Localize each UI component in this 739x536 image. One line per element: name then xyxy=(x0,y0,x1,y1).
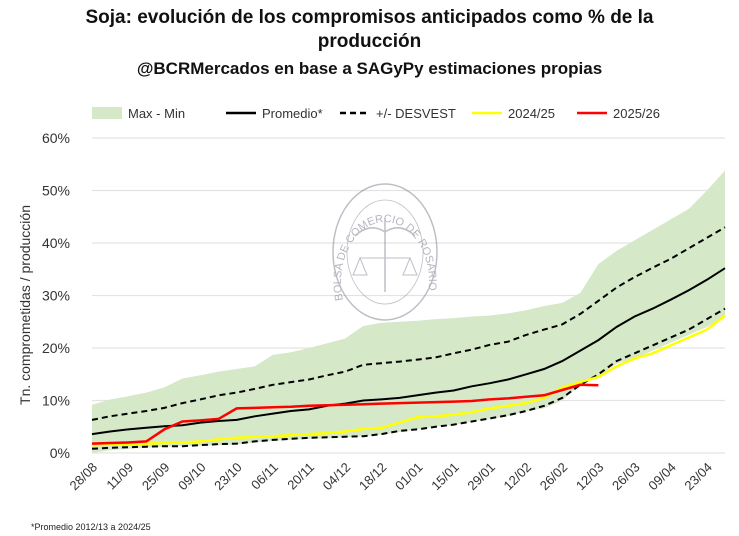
x-tick-label: 28/08 xyxy=(67,460,101,494)
x-tick-label: 12/03 xyxy=(573,460,607,494)
chart-subtitle: @BCRMercados en base a SAGyPy estimacion… xyxy=(136,59,603,78)
x-tick-label: 23/04 xyxy=(681,460,715,494)
y-tick-label: 0% xyxy=(50,445,70,461)
legend-label: Max - Min xyxy=(128,106,185,121)
legend-label: +/- DESVEST xyxy=(376,106,456,121)
y-tick-label: 60% xyxy=(42,130,70,146)
y-tick-label: 40% xyxy=(42,235,70,251)
chart-title-line2: producción xyxy=(317,31,422,52)
x-tick-label: 11/09 xyxy=(103,460,136,493)
y-tick-label: 50% xyxy=(42,183,70,199)
x-tick-label: 23/10 xyxy=(211,460,245,494)
legend: Max - Min Promedio* +/- DESVEST 2024/25 2025… xyxy=(92,106,660,121)
x-tick-label: 15/01 xyxy=(428,460,462,494)
x-tick-label: 12/02 xyxy=(501,460,535,494)
y-tick-label: 10% xyxy=(42,393,70,409)
legend-item: 2024/25 xyxy=(472,106,555,121)
seal-wings xyxy=(354,227,416,237)
legend-item: +/- DESVEST xyxy=(340,106,456,121)
y-tick-label: 30% xyxy=(42,288,70,304)
footnote: *Promedio 2012/13 a 2024/25 xyxy=(31,522,151,532)
max-min-band xyxy=(92,170,725,454)
seal-outer-ring xyxy=(332,183,438,321)
legend-item: Max - Min xyxy=(92,106,185,121)
x-tick-label: 18/12 xyxy=(356,460,390,494)
x-tick-label: 09/04 xyxy=(645,460,679,494)
legend-label: Promedio* xyxy=(262,106,323,121)
x-tick-label: 06/11 xyxy=(248,460,281,493)
x-tick-label: 25/09 xyxy=(139,460,173,494)
x-tick-label: 09/10 xyxy=(175,460,209,494)
watermark-seal: BOLSA DE COMERCIO DE ROSARIO xyxy=(332,183,438,321)
legend-label: 2025/26 xyxy=(613,106,660,121)
seal-inner-ring xyxy=(346,199,424,305)
seal-scales xyxy=(352,256,418,276)
x-tick-label: 04/12 xyxy=(320,460,354,494)
x-tick-label: 01/01 xyxy=(392,460,426,494)
legend-swatch-band xyxy=(92,107,122,119)
y-tick-label: 20% xyxy=(42,340,70,356)
x-tick-label: 29/01 xyxy=(464,460,498,494)
desvest-lower-line xyxy=(91,307,726,450)
x-tick-label: 26/02 xyxy=(537,460,571,494)
promedio-line xyxy=(91,267,726,436)
chart-title: Soja: evolución de los compromisos antic… xyxy=(85,7,654,28)
y-axis-label: Tn. comprometidas / producción xyxy=(17,205,33,405)
desvest-upper-line xyxy=(91,226,726,421)
series-2024-25-line xyxy=(91,314,726,447)
legend-item: Promedio* xyxy=(226,106,323,121)
x-tick-label: 26/03 xyxy=(609,460,643,494)
x-tick-label: 20/11 xyxy=(284,460,317,493)
legend-item: 2025/26 xyxy=(577,106,660,121)
series-2025-26-line xyxy=(91,383,599,445)
legend-label: 2024/25 xyxy=(508,106,555,121)
